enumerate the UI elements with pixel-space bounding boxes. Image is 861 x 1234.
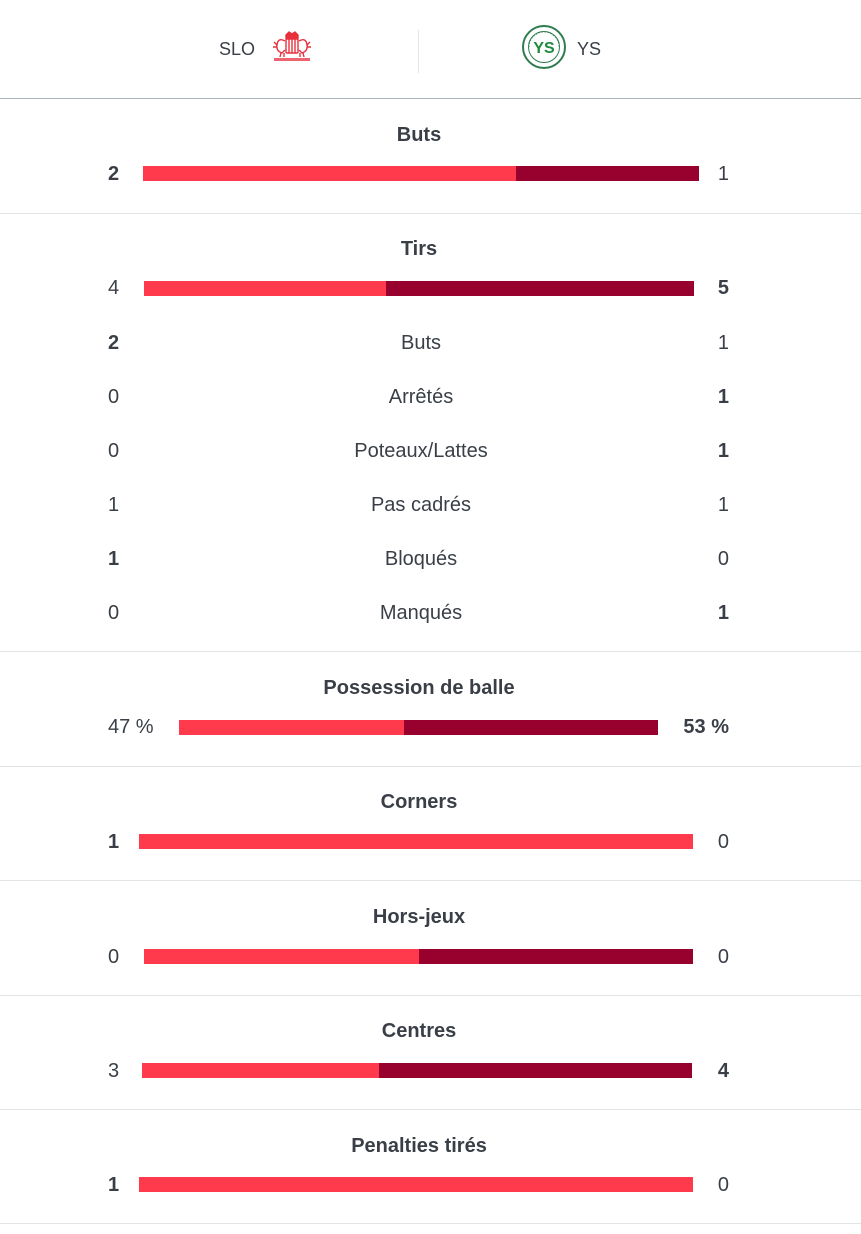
- stat-bar-home: [139, 834, 693, 849]
- away-team-name: YS: [577, 38, 602, 59]
- stat-corners: Corners 1 0: [0, 767, 861, 881]
- stat-away-value: 0: [717, 946, 729, 968]
- stat-title: Tirs: [400, 238, 438, 260]
- breakdown-label: Bloqués: [384, 548, 458, 570]
- header-divider: [418, 30, 419, 73]
- stat-title: Hors-jeux: [372, 906, 466, 928]
- breakdown-away-value: 0: [717, 548, 729, 570]
- away-team[interactable]: YS YS: [521, 0, 601, 98]
- breakdown-home-value: 0: [108, 386, 120, 408]
- ys-crest-icon: YS: [521, 24, 567, 75]
- stat-possession: Possession de balle 47 % 53 %: [0, 652, 861, 767]
- stat-bar-away: [418, 949, 693, 964]
- stat-bar-home: [179, 720, 405, 735]
- stat-bar-home: [143, 166, 516, 181]
- breakdown-label: Pas cadrés: [370, 494, 472, 516]
- stat-bar: [142, 1063, 692, 1078]
- match-header: SLO: [0, 0, 861, 99]
- stat-crosses: Centres 3 4: [0, 996, 861, 1110]
- breakdown-home-value: 1: [108, 494, 120, 516]
- breakdown-home-value: 1: [108, 548, 120, 570]
- breakdown-label: Poteaux/Lattes: [354, 440, 488, 462]
- stat-title: Possession de balle: [323, 677, 515, 699]
- svg-text:YS: YS: [533, 40, 555, 57]
- stat-bar: [139, 834, 693, 849]
- stat-away-value: 1: [717, 163, 729, 185]
- stat-home-value: 2: [108, 163, 120, 185]
- stat-bar-away: [515, 166, 699, 181]
- stat-away-value: 0: [717, 831, 729, 853]
- breakdown-label: Buts: [400, 332, 442, 354]
- stat-penalties: Penalties tirés 1 0: [0, 1110, 861, 1224]
- breakdown-home-value: 0: [108, 602, 120, 624]
- breakdown-away-value: 1: [717, 332, 729, 354]
- breakdown-away-value: 1: [717, 440, 729, 462]
- stat-title: Corners: [380, 791, 458, 813]
- stat-away-value: 0: [717, 1174, 729, 1196]
- stat-home-value: 1: [108, 831, 120, 853]
- home-team-name: SLO: [219, 38, 256, 59]
- stat-bar-away: [404, 720, 658, 735]
- home-team[interactable]: SLO: [219, 0, 313, 98]
- breakdown-away-value: 1: [717, 602, 729, 624]
- stat-away-value: 53 %: [683, 716, 729, 738]
- stat-bar-home: [144, 949, 419, 964]
- stat-title: Buts: [396, 124, 442, 146]
- breakdown-home-value: 2: [108, 332, 120, 354]
- stat-away-value: 4: [717, 1060, 729, 1082]
- stat-bar-home: [139, 1177, 693, 1192]
- stat-bar: [144, 281, 694, 296]
- stat-bar-away: [386, 281, 694, 296]
- breakdown-home-value: 0: [108, 440, 120, 462]
- stat-bar: [179, 720, 658, 735]
- stat-title: Penalties tirés: [351, 1135, 487, 1157]
- stat-home-value: 0: [108, 946, 120, 968]
- stat-bar: [139, 1177, 693, 1192]
- stat-bar: [144, 949, 693, 964]
- stat-away-value: 5: [717, 277, 729, 299]
- stat-home-value: 47 %: [108, 716, 154, 738]
- stat-home-value: 3: [108, 1060, 120, 1082]
- stat-home-value: 1: [108, 1174, 120, 1196]
- stat-bar-away: [378, 1063, 692, 1078]
- stat-home-value: 4: [108, 277, 120, 299]
- breakdown-away-value: 1: [717, 386, 729, 408]
- breakdown-away-value: 1: [717, 494, 729, 516]
- stat-goals: Buts 2 1: [0, 99, 861, 214]
- breakdown-label: Arrêtés: [388, 386, 454, 408]
- slo-crest-icon: [271, 29, 313, 70]
- breakdown-label: Manqués: [379, 602, 463, 624]
- stat-bar-home: [144, 281, 386, 296]
- stat-title: Centres: [381, 1020, 457, 1042]
- stat-bar-home: [142, 1063, 379, 1078]
- stat-bar: [143, 166, 699, 181]
- stat-shots: Tirs 4 5 2 Buts 1 0 Arrêtés 1 0 Poteaux/…: [0, 214, 861, 652]
- stat-offsides: Hors-jeux 0 0: [0, 881, 861, 996]
